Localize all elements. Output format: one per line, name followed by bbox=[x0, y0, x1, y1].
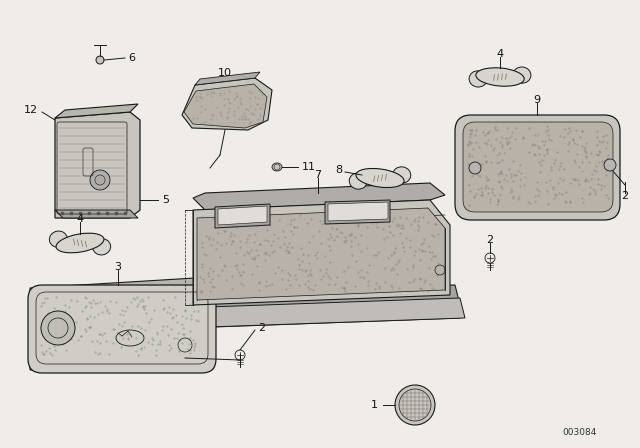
Polygon shape bbox=[197, 208, 445, 300]
Polygon shape bbox=[30, 278, 215, 370]
Ellipse shape bbox=[56, 233, 104, 253]
Text: 11: 11 bbox=[302, 162, 316, 172]
Polygon shape bbox=[55, 112, 140, 218]
Polygon shape bbox=[182, 78, 272, 130]
Circle shape bbox=[469, 162, 481, 174]
Text: 7: 7 bbox=[314, 170, 321, 180]
Polygon shape bbox=[195, 72, 260, 85]
Polygon shape bbox=[180, 298, 465, 328]
Ellipse shape bbox=[469, 71, 487, 87]
Circle shape bbox=[96, 56, 104, 64]
Ellipse shape bbox=[49, 231, 67, 247]
Ellipse shape bbox=[476, 68, 524, 86]
Text: 2: 2 bbox=[621, 191, 628, 201]
Polygon shape bbox=[185, 285, 460, 328]
Polygon shape bbox=[325, 200, 390, 224]
Circle shape bbox=[485, 253, 495, 263]
Text: 12: 12 bbox=[24, 105, 38, 115]
FancyBboxPatch shape bbox=[463, 122, 613, 212]
Circle shape bbox=[41, 311, 75, 345]
FancyBboxPatch shape bbox=[455, 115, 620, 220]
Ellipse shape bbox=[393, 167, 411, 183]
Circle shape bbox=[90, 170, 110, 190]
Polygon shape bbox=[193, 183, 445, 210]
Ellipse shape bbox=[349, 173, 367, 189]
Ellipse shape bbox=[356, 168, 404, 188]
Text: 2: 2 bbox=[486, 235, 493, 245]
Text: 8: 8 bbox=[335, 165, 342, 175]
Text: 9: 9 bbox=[533, 95, 541, 105]
Text: 4: 4 bbox=[497, 49, 504, 59]
Polygon shape bbox=[55, 104, 138, 118]
Text: 1: 1 bbox=[371, 400, 378, 410]
Text: 2: 2 bbox=[258, 323, 265, 333]
FancyBboxPatch shape bbox=[28, 285, 216, 373]
Polygon shape bbox=[218, 206, 267, 225]
Polygon shape bbox=[55, 210, 138, 218]
Polygon shape bbox=[328, 202, 388, 221]
Polygon shape bbox=[184, 84, 267, 128]
Circle shape bbox=[235, 350, 245, 360]
Polygon shape bbox=[193, 200, 450, 305]
Text: 003084: 003084 bbox=[563, 427, 597, 436]
Text: 3: 3 bbox=[115, 262, 122, 272]
Ellipse shape bbox=[272, 163, 282, 171]
Circle shape bbox=[604, 159, 616, 171]
Text: 4: 4 bbox=[76, 214, 84, 224]
Text: 6: 6 bbox=[128, 53, 135, 63]
Circle shape bbox=[395, 385, 435, 425]
Text: 10: 10 bbox=[218, 68, 232, 78]
Polygon shape bbox=[215, 204, 270, 228]
Ellipse shape bbox=[93, 239, 111, 255]
Ellipse shape bbox=[513, 67, 531, 83]
Text: 5: 5 bbox=[162, 195, 169, 205]
